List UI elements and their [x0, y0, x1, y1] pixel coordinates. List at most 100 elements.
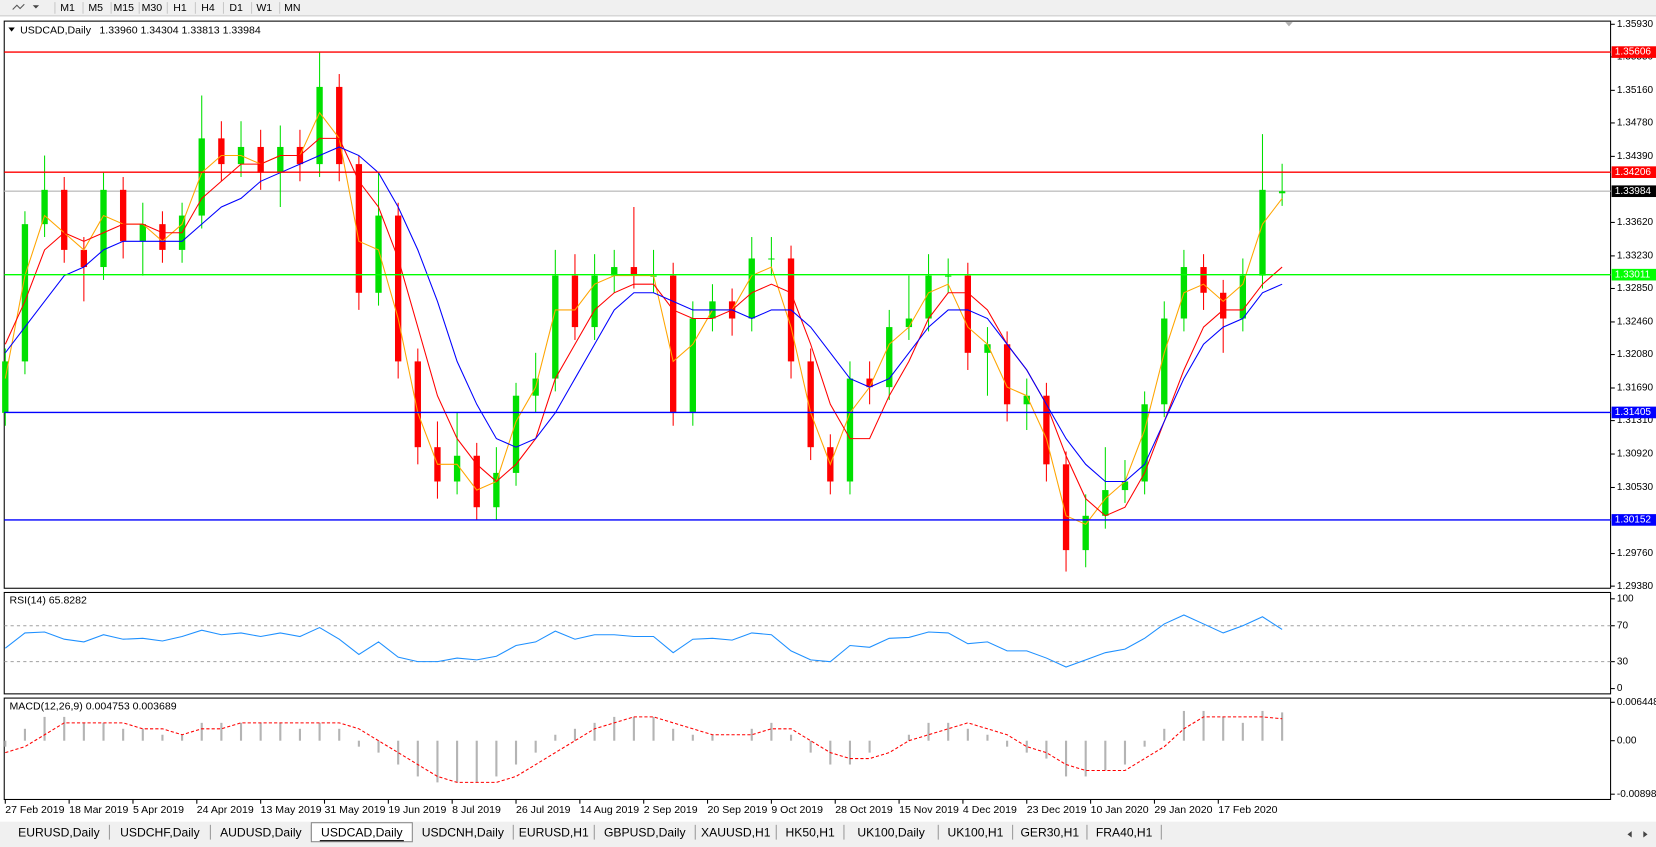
timeframe-button[interactable]: M5: [88, 2, 103, 14]
tab[interactable]: XAUUSD,H1: [701, 825, 771, 839]
macd-bar: [495, 740, 498, 777]
candle-body: [1220, 292, 1227, 319]
timeframe-button[interactable]: H4: [201, 2, 215, 14]
candle-body: [591, 275, 598, 328]
moving-average: [4, 146, 1283, 483]
moving-average: [4, 111, 1283, 526]
x-tick-label: 27 Feb 2019: [5, 804, 64, 816]
x-tick-label: 14 Aug 2019: [580, 804, 639, 816]
macd-bar: [102, 722, 105, 741]
candle-body: [375, 215, 382, 293]
level-label-box: [1611, 514, 1656, 526]
tab[interactable]: USDCHF,Daily: [120, 825, 200, 839]
timeframe-button[interactable]: W1: [256, 2, 272, 14]
candle-body: [945, 275, 952, 277]
macd-bar: [1045, 740, 1048, 759]
timeframe-button[interactable]: M15: [114, 2, 135, 14]
macd-bar: [966, 728, 969, 741]
macd-bar: [593, 722, 596, 741]
y-tick-label: 0.006448: [1617, 697, 1656, 708]
y-tick-label: 1.33230: [1617, 251, 1654, 262]
tab[interactable]: EURUSD,H1: [519, 825, 589, 839]
tab[interactable]: FRA40,H1: [1096, 825, 1153, 839]
macd-bar: [1104, 740, 1107, 771]
tab[interactable]: UK100,H1: [947, 825, 1003, 839]
tab[interactable]: AUDUSD,Daily: [220, 825, 302, 839]
macd-bar: [279, 722, 282, 741]
candle-body: [100, 189, 107, 268]
candle-body: [846, 378, 854, 482]
tab[interactable]: USDCAD,Daily: [321, 825, 403, 839]
tab[interactable]: HK50,H1: [785, 825, 834, 839]
macd-bar: [1006, 740, 1009, 747]
level-label: 1.35606: [1615, 47, 1652, 58]
tab[interactable]: GER30,H1: [1020, 825, 1079, 839]
macd-bar: [927, 722, 930, 741]
timeframe-button[interactable]: MN: [284, 2, 300, 14]
macd-bar: [122, 728, 125, 741]
macd-bar: [750, 728, 753, 741]
x-tick-label: 18 Mar 2019: [69, 804, 128, 816]
macd-bar: [907, 734, 910, 741]
timeframe-button[interactable]: H1: [173, 2, 187, 14]
candle-body: [1141, 404, 1148, 482]
timeframe-button[interactable]: D1: [229, 2, 243, 14]
tool-icon[interactable]: [12, 3, 25, 10]
macd-bar: [809, 740, 812, 753]
candle-body: [630, 267, 638, 276]
x-tick-label: 24 Apr 2019: [197, 804, 254, 816]
main-panel: [3, 20, 1612, 589]
x-tick-label: 4 Dec 2019: [963, 804, 1017, 816]
x-tick-label: 13 May 2019: [261, 804, 322, 816]
candle-body: [1003, 344, 1011, 405]
level-label-box: [1611, 406, 1656, 419]
candle-body: [886, 327, 893, 388]
candle-body: [257, 146, 264, 173]
y-tick-label: 70: [1617, 620, 1629, 631]
macd-bar: [43, 716, 46, 741]
macd-bar: [141, 728, 144, 741]
macd-bar: [1143, 740, 1146, 747]
macd-bar: [554, 734, 557, 741]
y-tick-label: 1.34780: [1617, 118, 1654, 129]
y-tick-label: 0.00: [1617, 735, 1637, 746]
macd-bar: [1182, 710, 1185, 741]
timeframe-button[interactable]: M1: [60, 2, 75, 14]
candle-body: [552, 275, 559, 379]
tab[interactable]: GBPUSD,Daily: [604, 825, 686, 839]
y-tick-label: 0: [1617, 683, 1623, 694]
candle-body: [1200, 267, 1207, 293]
tab-active: [310, 822, 413, 843]
timeframe-button[interactable]: M30: [142, 2, 163, 14]
macd-bar: [573, 728, 577, 741]
macd-bar: [986, 734, 989, 741]
macd-bar: [1025, 740, 1028, 753]
tab-scroll[interactable]: [1627, 831, 1648, 838]
macd-bar: [397, 740, 400, 765]
macd-bar: [652, 716, 655, 741]
rsi-title: RSI(14) 65.8282: [10, 595, 88, 607]
x-tick-label: 9 Oct 2019: [771, 804, 823, 816]
candle-body: [1043, 395, 1050, 465]
tab[interactable]: USDCNH,Daily: [422, 825, 505, 839]
level-label: 1.30152: [1615, 515, 1652, 526]
tab[interactable]: EURUSD,Daily: [18, 825, 100, 839]
x-tick-label: 26 Jul 2019: [516, 804, 571, 816]
title-arrow[interactable]: [8, 27, 15, 32]
dropdown-arrow[interactable]: [32, 5, 40, 9]
macd-bar: [23, 728, 26, 741]
macd-bar: [632, 716, 635, 741]
tab[interactable]: UK100,Daily: [857, 825, 925, 839]
indicator-line: [4, 614, 1283, 668]
candle-body: [905, 318, 913, 328]
candle-body: [984, 344, 991, 353]
macd-bar: [1261, 710, 1264, 741]
candle-body: [1082, 515, 1089, 551]
x-tick-label: 19 Jun 2019: [388, 804, 446, 816]
candle-body: [866, 378, 873, 388]
candle-body: [394, 215, 402, 362]
y-tick-label: 1.35930: [1617, 19, 1654, 30]
macd-bar: [181, 734, 184, 741]
y-tick-label: 30: [1617, 656, 1629, 667]
